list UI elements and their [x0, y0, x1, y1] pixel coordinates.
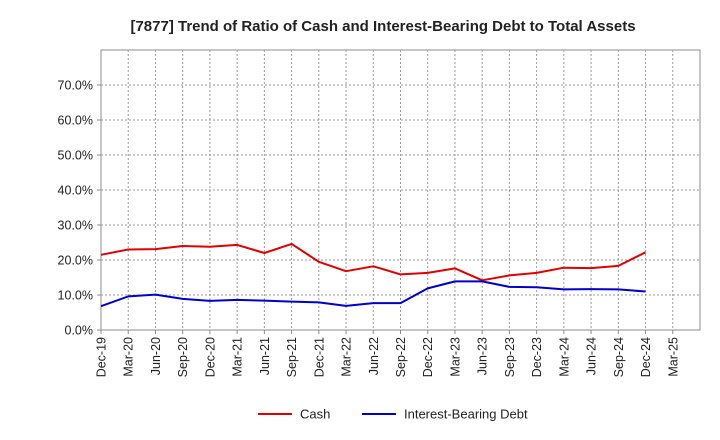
y-axis: 0.0% 10.0% 20.0% 30.0% 40.0% 50.0% 60.0% 70.0% [58, 79, 101, 338]
x-tick-label: Mar-21 [231, 337, 245, 377]
y-tick-label: 70.0% [58, 79, 93, 93]
chart-title: [7877] Trend of Ratio of Cash and Intere… [130, 18, 635, 35]
x-tick-label: Mar-24 [557, 337, 571, 377]
y-tick-label: 30.0% [58, 219, 93, 233]
y-tick-label: 20.0% [58, 254, 93, 268]
x-tick-label: Mar-23 [448, 337, 462, 377]
x-tick-label: Dec-21 [312, 337, 326, 377]
y-tick-label: 60.0% [58, 114, 93, 128]
series-line-0 [100, 242, 646, 282]
x-tick-label: Sep-22 [394, 337, 408, 377]
y-tick-label: 0.0% [65, 324, 94, 338]
legend-label: Cash [300, 407, 330, 422]
grid-lines [101, 50, 700, 330]
series-line-1 [100, 280, 646, 308]
x-tick-label: Jun-23 [476, 337, 490, 375]
x-tick-label: Sep-23 [503, 337, 517, 377]
series-lines [100, 242, 646, 308]
x-tick-label: Jun-20 [149, 337, 163, 375]
x-tick-label: Dec-20 [203, 337, 217, 377]
y-tick-label: 10.0% [58, 289, 93, 303]
x-tick-label: Sep-24 [612, 337, 626, 377]
x-tick-label: Dec-24 [639, 337, 653, 377]
x-tick-label: Mar-25 [666, 337, 680, 377]
legend-label: Interest-Bearing Debt [404, 407, 528, 422]
y-tick-label: 50.0% [58, 149, 93, 163]
legend: Cash Interest-Bearing Debt [258, 407, 528, 422]
x-tick-label: Sep-20 [176, 337, 190, 377]
x-tick-label: Jun-21 [258, 337, 272, 375]
x-tick-label: Mar-22 [340, 337, 354, 377]
x-axis: Dec-19 Mar-20 Jun-20 Sep-20 Dec-20 Mar-21 Jun-… [95, 330, 680, 377]
x-tick-label: Jun-24 [585, 337, 599, 375]
x-tick-label: Dec-23 [530, 337, 544, 377]
x-tick-label: Dec-19 [95, 337, 109, 377]
x-tick-label: Jun-22 [367, 337, 381, 375]
y-tick-label: 40.0% [58, 184, 93, 198]
x-tick-label: Dec-22 [421, 337, 435, 377]
x-tick-label: Sep-21 [285, 337, 299, 377]
x-tick-label: Mar-20 [122, 337, 136, 377]
